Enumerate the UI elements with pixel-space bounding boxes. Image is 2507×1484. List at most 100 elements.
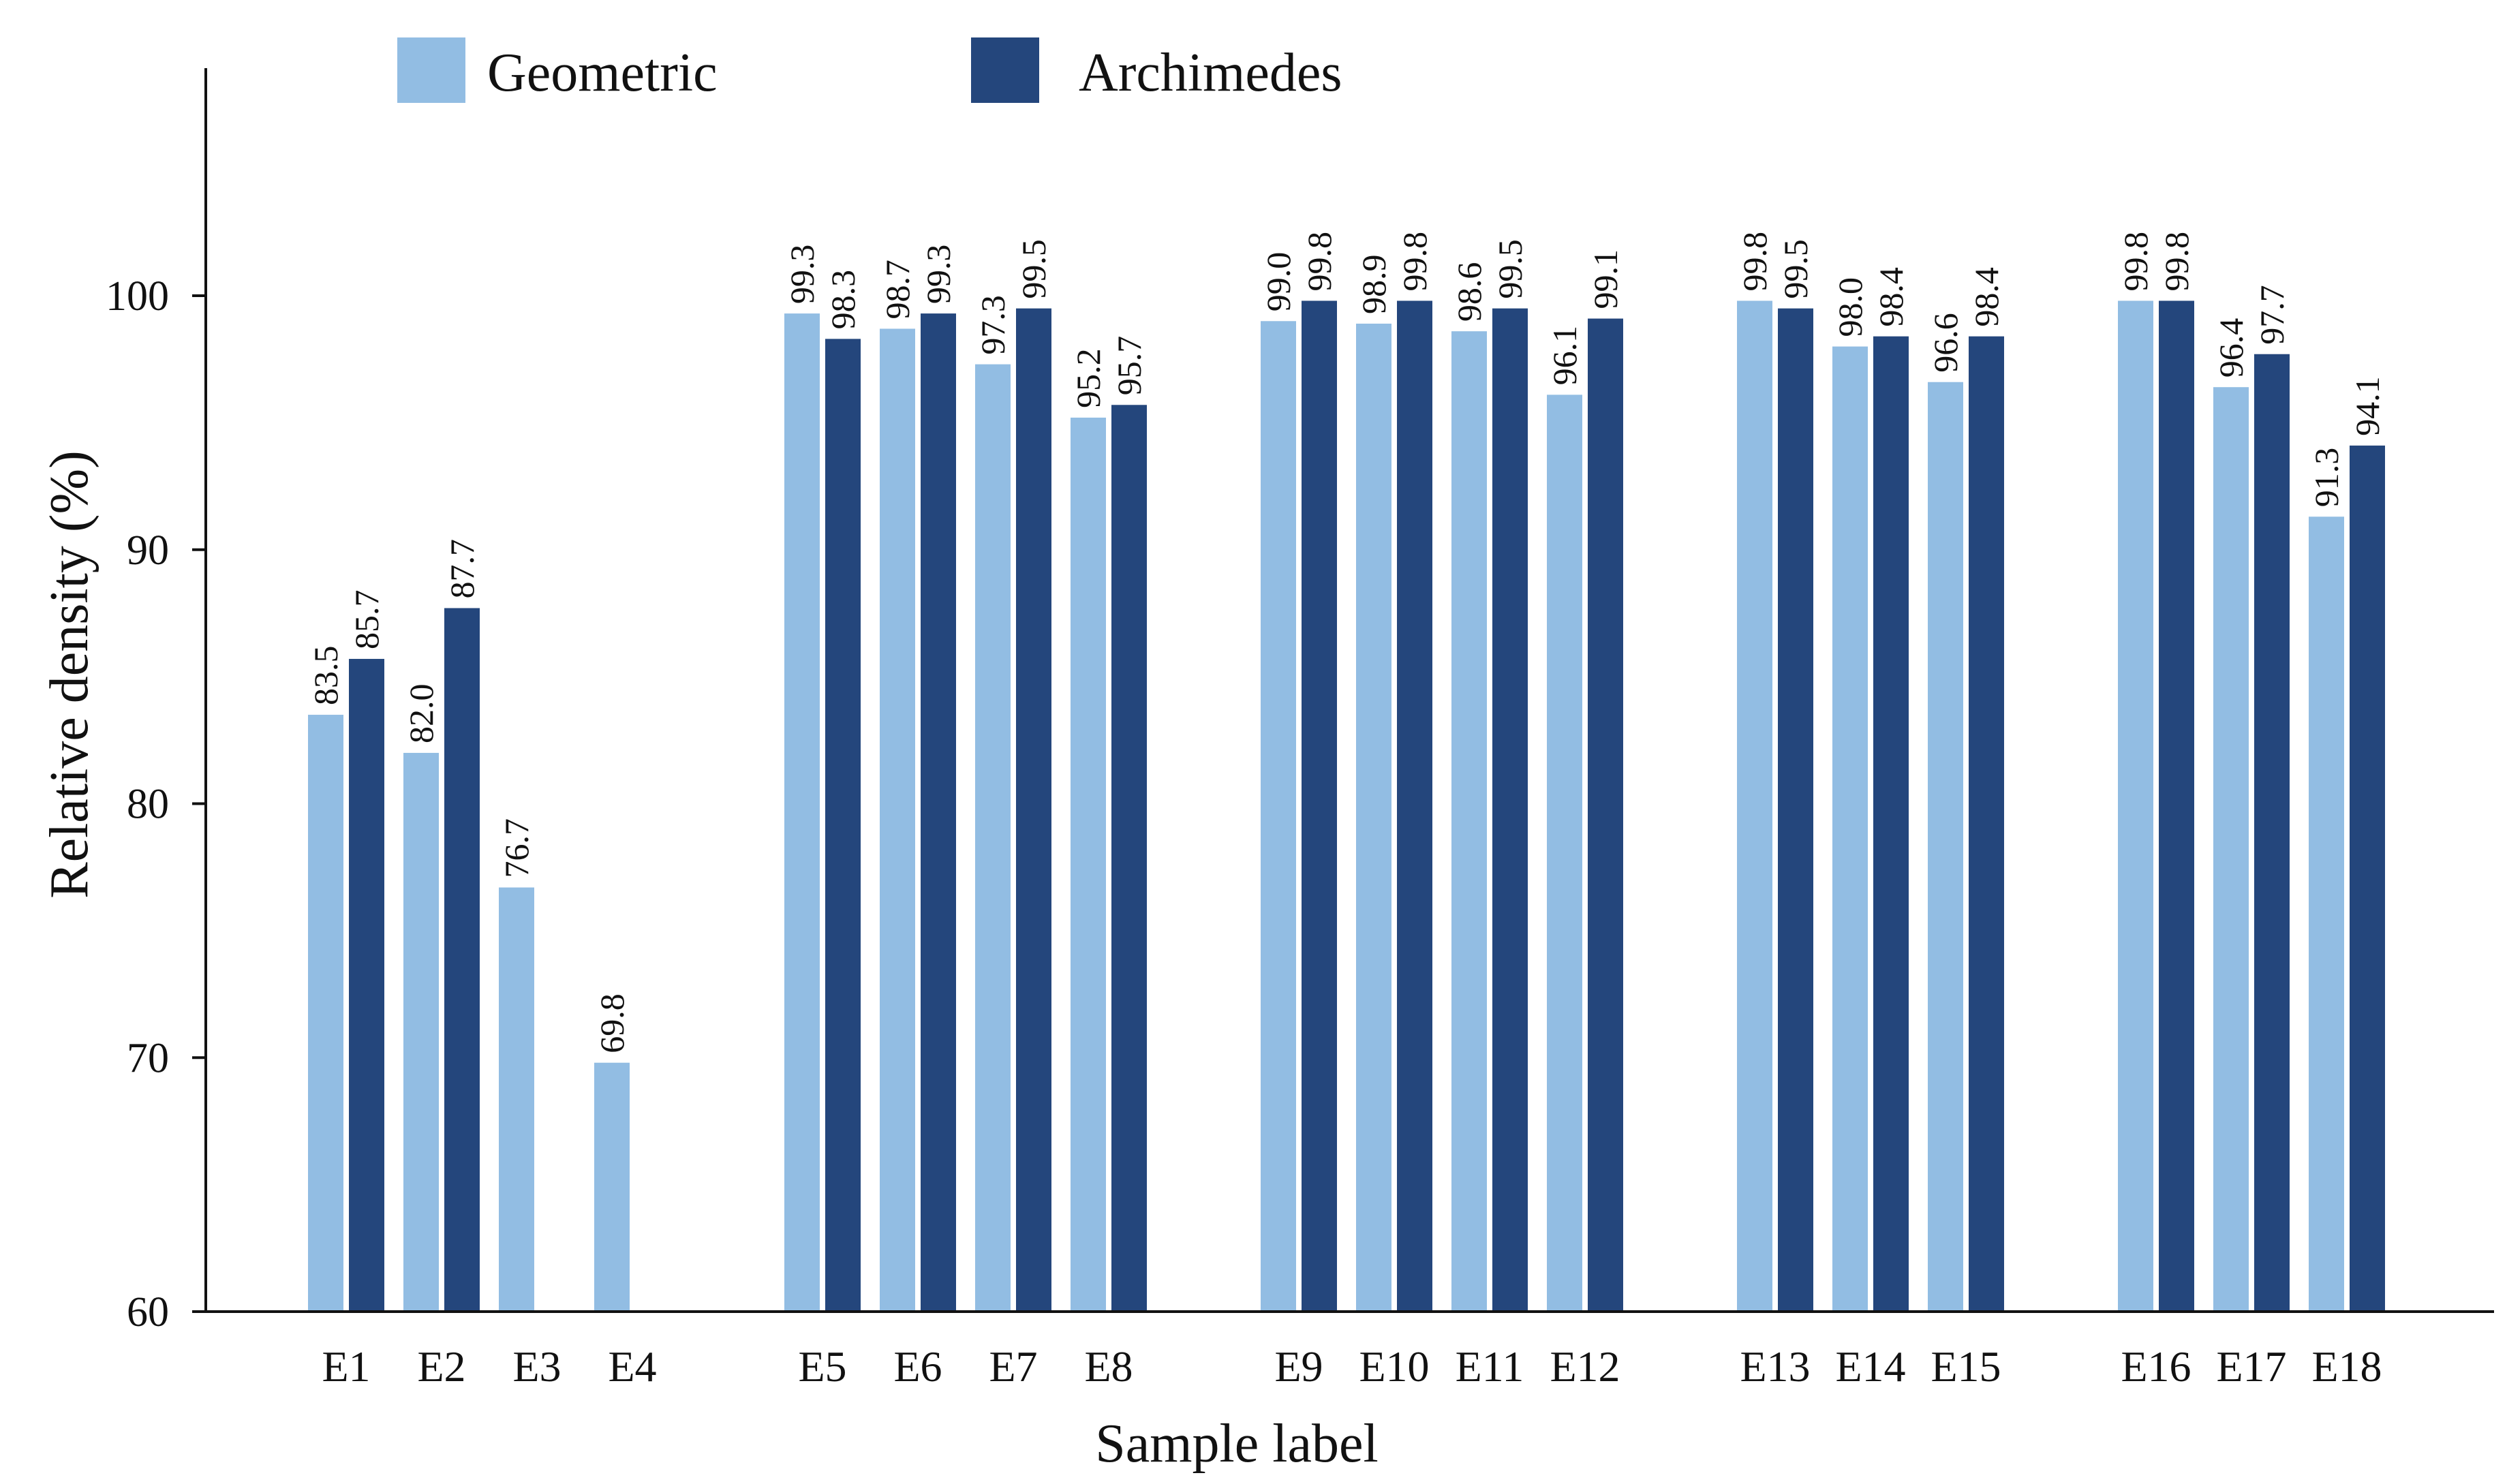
legend-label-archimedes: Archimedes (1079, 43, 1342, 103)
bar-archimedes-e11 (1492, 308, 1528, 1312)
bar-geometric-e15 (1928, 382, 1963, 1312)
bar-archimedes-e8 (1111, 405, 1147, 1312)
bar-archimedes-e9 (1302, 300, 1337, 1312)
data-label-geometric-e2: 82.0 (402, 683, 440, 743)
bar-geometric-e13 (1737, 300, 1772, 1312)
data-label-geometric-e6: 98.7 (878, 260, 917, 320)
bar-archimedes-e15 (1969, 336, 2004, 1312)
x-tick-label-e13: E13 (1740, 1342, 1810, 1391)
bar-geometric-e14 (1832, 346, 1868, 1312)
y-tick-label-60: 60 (127, 1289, 169, 1335)
bar-geometric-e16 (2118, 300, 2153, 1312)
x-tick-label-e8: E8 (1084, 1342, 1133, 1391)
x-tick-label-e17: E17 (2216, 1342, 2286, 1391)
data-label-archimedes-e16: 99.8 (2157, 232, 2196, 292)
x-tick-label-e18: E18 (2311, 1342, 2382, 1391)
x-tick-label-e5: E5 (798, 1342, 846, 1391)
bar-geometric-e5 (784, 313, 820, 1312)
legend: Geometric Archimedes (397, 37, 1342, 103)
y-axis-title: Relative density (%) (40, 450, 99, 899)
bar-geometric-e1 (308, 715, 343, 1312)
data-label-geometric-e8: 95.2 (1069, 348, 1107, 408)
data-label-geometric-e3: 76.7 (497, 818, 536, 878)
data-label-geometric-e15: 96.6 (1926, 313, 1965, 373)
bar-archimedes-e14 (1873, 336, 1909, 1312)
x-tick-label-e10: E10 (1359, 1342, 1429, 1391)
data-label-geometric-e18: 91.3 (2307, 448, 2345, 508)
bar-archimedes-e12 (1588, 318, 1623, 1312)
bar-geometric-e3 (499, 887, 534, 1312)
x-tick-label-e9: E9 (1274, 1342, 1323, 1391)
bar-geometric-e18 (2309, 516, 2344, 1312)
data-label-archimedes-e5: 98.3 (824, 270, 862, 330)
data-label-geometric-e9: 99.0 (1259, 252, 1297, 312)
x-tick-label-e4: E4 (608, 1342, 656, 1391)
data-label-geometric-e14: 98.0 (1831, 277, 1869, 337)
bar-geometric-e9 (1261, 321, 1296, 1312)
x-tick-label-e3: E3 (512, 1342, 561, 1391)
x-tick-label-e15: E15 (1931, 1342, 2001, 1391)
data-label-archimedes-e18: 94.1 (2348, 376, 2386, 436)
x-tick-label-e6: E6 (893, 1342, 942, 1391)
y-tick-label-90: 90 (127, 527, 169, 574)
data-label-archimedes-e7: 99.5 (1015, 239, 1053, 299)
bar-archimedes-e2 (444, 608, 480, 1312)
data-label-archimedes-e2: 87.7 (443, 539, 481, 599)
bar-geometric-e10 (1356, 324, 1391, 1312)
data-label-geometric-e11: 98.6 (1450, 262, 1488, 322)
bar-archimedes-e16 (2159, 300, 2194, 1312)
data-label-geometric-e4: 69.8 (593, 993, 631, 1053)
data-label-archimedes-e10: 99.8 (1396, 232, 1434, 292)
bar-geometric-e6 (880, 328, 915, 1312)
y-axis-ticks: 60 70 80 90 100 (106, 273, 206, 1335)
x-tick-label-e11: E11 (1456, 1342, 1524, 1391)
data-label-geometric-e12: 96.1 (1545, 326, 1584, 386)
y-tick-label-70: 70 (127, 1035, 169, 1081)
y-tick-label-100: 100 (106, 273, 169, 320)
data-label-geometric-e16: 99.8 (2117, 232, 2155, 292)
bar-geometric-e12 (1547, 395, 1582, 1312)
data-label-archimedes-e13: 99.5 (1777, 239, 1815, 299)
data-label-geometric-e1: 83.5 (307, 646, 345, 706)
legend-swatch-geometric (397, 37, 465, 103)
data-label-geometric-e10: 98.9 (1355, 255, 1393, 315)
bar-archimedes-e7 (1016, 308, 1051, 1312)
data-label-archimedes-e1: 85.7 (348, 590, 386, 650)
data-label-geometric-e7: 97.3 (974, 295, 1012, 355)
data-label-geometric-e5: 99.3 (783, 245, 821, 305)
data-label-archimedes-e17: 97.7 (2253, 285, 2291, 345)
x-tick-label-e12: E12 (1550, 1342, 1620, 1391)
data-label-geometric-e13: 99.8 (1736, 232, 1774, 292)
x-tick-label-e7: E7 (989, 1342, 1037, 1391)
bar-geometric-e11 (1451, 331, 1487, 1312)
bar-archimedes-e5 (825, 339, 861, 1312)
x-tick-label-e16: E16 (2121, 1342, 2191, 1391)
bar-archimedes-e13 (1778, 308, 1813, 1312)
data-label-archimedes-e15: 98.4 (1967, 267, 2005, 327)
y-tick-label-80: 80 (127, 782, 169, 828)
x-axis-category-labels: E1 E2 E3 E4 E5 E6 E7 E8 E9 E10 E11 E12 E13 E14 E15 E16 E… (322, 1342, 2382, 1391)
data-label-archimedes-e12: 99.1 (1586, 249, 1625, 309)
bar-geometric-e17 (2213, 387, 2249, 1312)
data-label-archimedes-e9: 99.8 (1300, 232, 1338, 292)
bar-geometric-e8 (1071, 417, 1106, 1312)
bar-archimedes-e6 (921, 313, 956, 1312)
bar-archimedes-e1 (349, 659, 384, 1312)
data-label-geometric-e17: 96.4 (2212, 318, 2250, 378)
data-label-archimedes-e11: 99.5 (1491, 239, 1529, 299)
data-label-archimedes-e14: 98.4 (1872, 267, 1910, 327)
data-label-archimedes-e6: 99.3 (919, 245, 957, 305)
bar-geometric-e7 (975, 364, 1011, 1312)
x-tick-label-e2: E2 (417, 1342, 465, 1391)
bar-geometric-e2 (403, 752, 439, 1312)
x-tick-label-e14: E14 (1835, 1342, 1905, 1391)
x-axis-title: Sample label (1095, 1414, 1378, 1474)
bar-archimedes-e10 (1397, 300, 1432, 1312)
legend-swatch-archimedes (971, 37, 1039, 103)
bar-archimedes-e17 (2254, 354, 2290, 1312)
data-label-archimedes-e8: 95.7 (1110, 336, 1148, 396)
x-tick-label-e1: E1 (322, 1342, 370, 1391)
bar-archimedes-e18 (2350, 445, 2385, 1312)
bar-geometric-e4 (594, 1062, 630, 1312)
